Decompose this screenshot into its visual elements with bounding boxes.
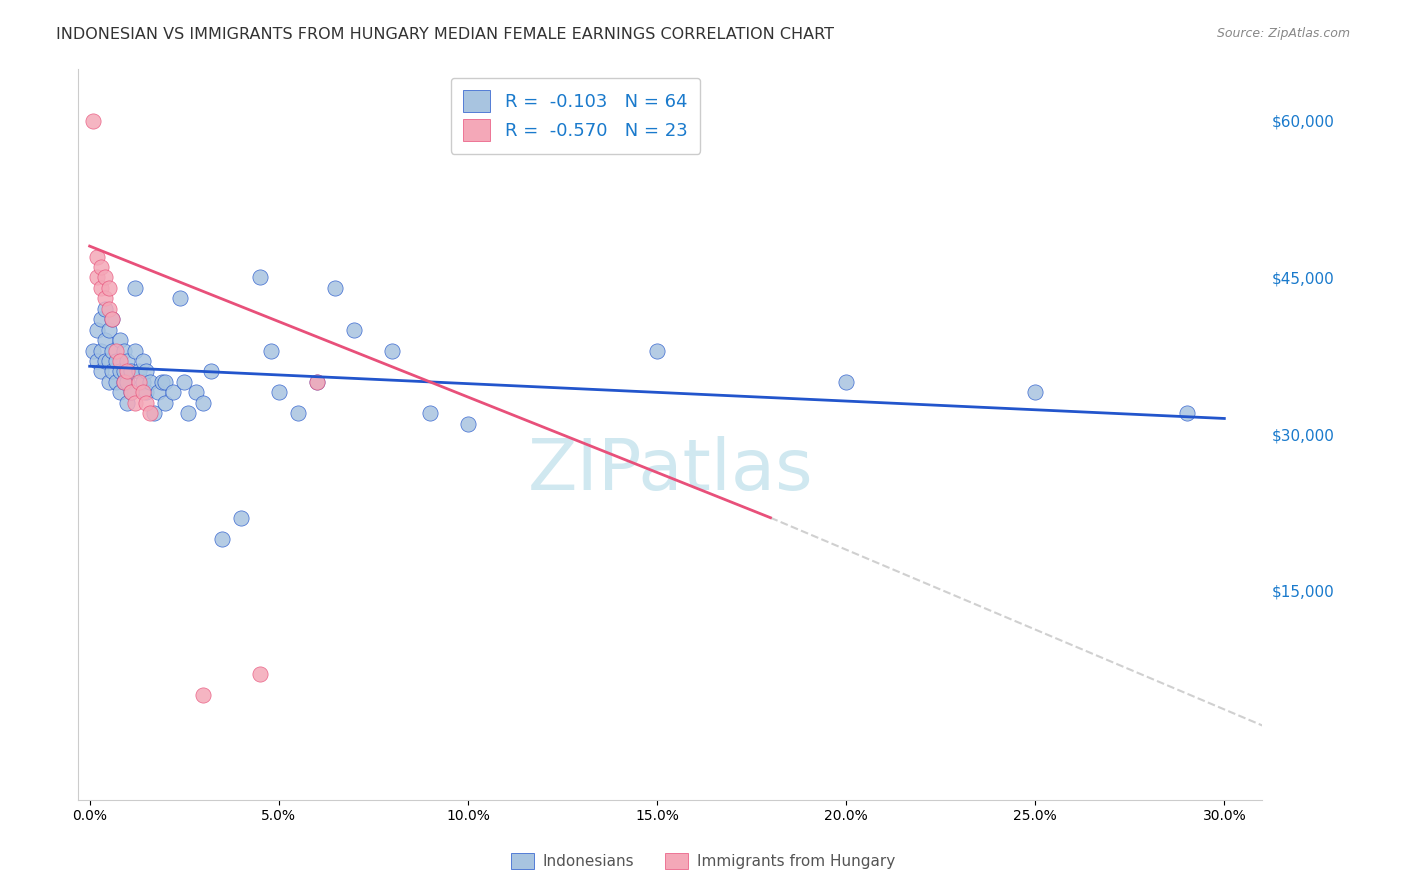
Point	[1175, 406, 1198, 420]
Point	[191, 396, 214, 410]
Point	[117, 375, 139, 389]
Point	[94, 333, 117, 347]
Point	[139, 406, 162, 420]
Point	[117, 364, 139, 378]
Point	[287, 406, 309, 420]
Point	[173, 375, 195, 389]
Point	[131, 375, 153, 389]
Point	[82, 113, 104, 128]
Point	[124, 281, 146, 295]
Point	[105, 354, 128, 368]
Point	[131, 385, 153, 400]
Point	[94, 270, 117, 285]
Point	[124, 343, 146, 358]
Point	[177, 406, 200, 420]
Point	[101, 312, 124, 326]
Point	[267, 385, 290, 400]
Point	[305, 375, 328, 389]
Point	[835, 375, 858, 389]
Point	[97, 375, 120, 389]
Point	[381, 343, 404, 358]
Point	[135, 385, 157, 400]
Legend: Indonesians, Immigrants from Hungary: Indonesians, Immigrants from Hungary	[505, 847, 901, 875]
Point	[1024, 385, 1046, 400]
Point	[108, 333, 131, 347]
Point	[128, 375, 150, 389]
Text: Source: ZipAtlas.com: Source: ZipAtlas.com	[1216, 27, 1350, 40]
Point	[305, 375, 328, 389]
Point	[90, 312, 112, 326]
Point	[97, 281, 120, 295]
Point	[108, 364, 131, 378]
Legend: R =  -0.103   N = 64, R =  -0.570   N = 23: R = -0.103 N = 64, R = -0.570 N = 23	[451, 78, 700, 154]
Point	[101, 364, 124, 378]
Point	[90, 343, 112, 358]
Point	[86, 270, 108, 285]
Point	[150, 375, 173, 389]
Point	[105, 375, 128, 389]
Point	[97, 301, 120, 316]
Point	[343, 323, 366, 337]
Point	[108, 354, 131, 368]
Point	[108, 385, 131, 400]
Point	[169, 291, 191, 305]
Point	[155, 375, 177, 389]
Point	[112, 375, 135, 389]
Point	[82, 343, 104, 358]
Point	[101, 312, 124, 326]
Point	[97, 354, 120, 368]
Point	[94, 354, 117, 368]
Point	[112, 375, 135, 389]
Point	[325, 281, 347, 295]
Point	[135, 396, 157, 410]
Point	[86, 250, 108, 264]
Point	[120, 385, 142, 400]
Point	[86, 354, 108, 368]
Point	[128, 364, 150, 378]
Text: INDONESIAN VS IMMIGRANTS FROM HUNGARY MEDIAN FEMALE EARNINGS CORRELATION CHART: INDONESIAN VS IMMIGRANTS FROM HUNGARY ME…	[56, 27, 834, 42]
Point	[249, 667, 271, 681]
Point	[94, 301, 117, 316]
Point	[645, 343, 668, 358]
Point	[90, 281, 112, 295]
Point	[86, 323, 108, 337]
Point	[155, 396, 177, 410]
Text: ZIPatlas: ZIPatlas	[527, 436, 813, 505]
Point	[120, 364, 142, 378]
Point	[211, 532, 233, 546]
Point	[101, 343, 124, 358]
Point	[135, 364, 157, 378]
Point	[112, 343, 135, 358]
Point	[124, 396, 146, 410]
Point	[139, 375, 162, 389]
Point	[131, 354, 153, 368]
Point	[117, 354, 139, 368]
Point	[184, 385, 207, 400]
Point	[191, 688, 214, 702]
Point	[260, 343, 283, 358]
Point	[90, 260, 112, 274]
Point	[146, 385, 169, 400]
Point	[112, 364, 135, 378]
Point	[200, 364, 222, 378]
Point	[94, 291, 117, 305]
Point	[117, 396, 139, 410]
Point	[97, 323, 120, 337]
Point	[142, 406, 165, 420]
Point	[229, 510, 252, 524]
Point	[457, 417, 479, 431]
Point	[249, 270, 271, 285]
Point	[90, 364, 112, 378]
Point	[162, 385, 184, 400]
Point	[105, 343, 128, 358]
Point	[120, 385, 142, 400]
Point	[419, 406, 441, 420]
